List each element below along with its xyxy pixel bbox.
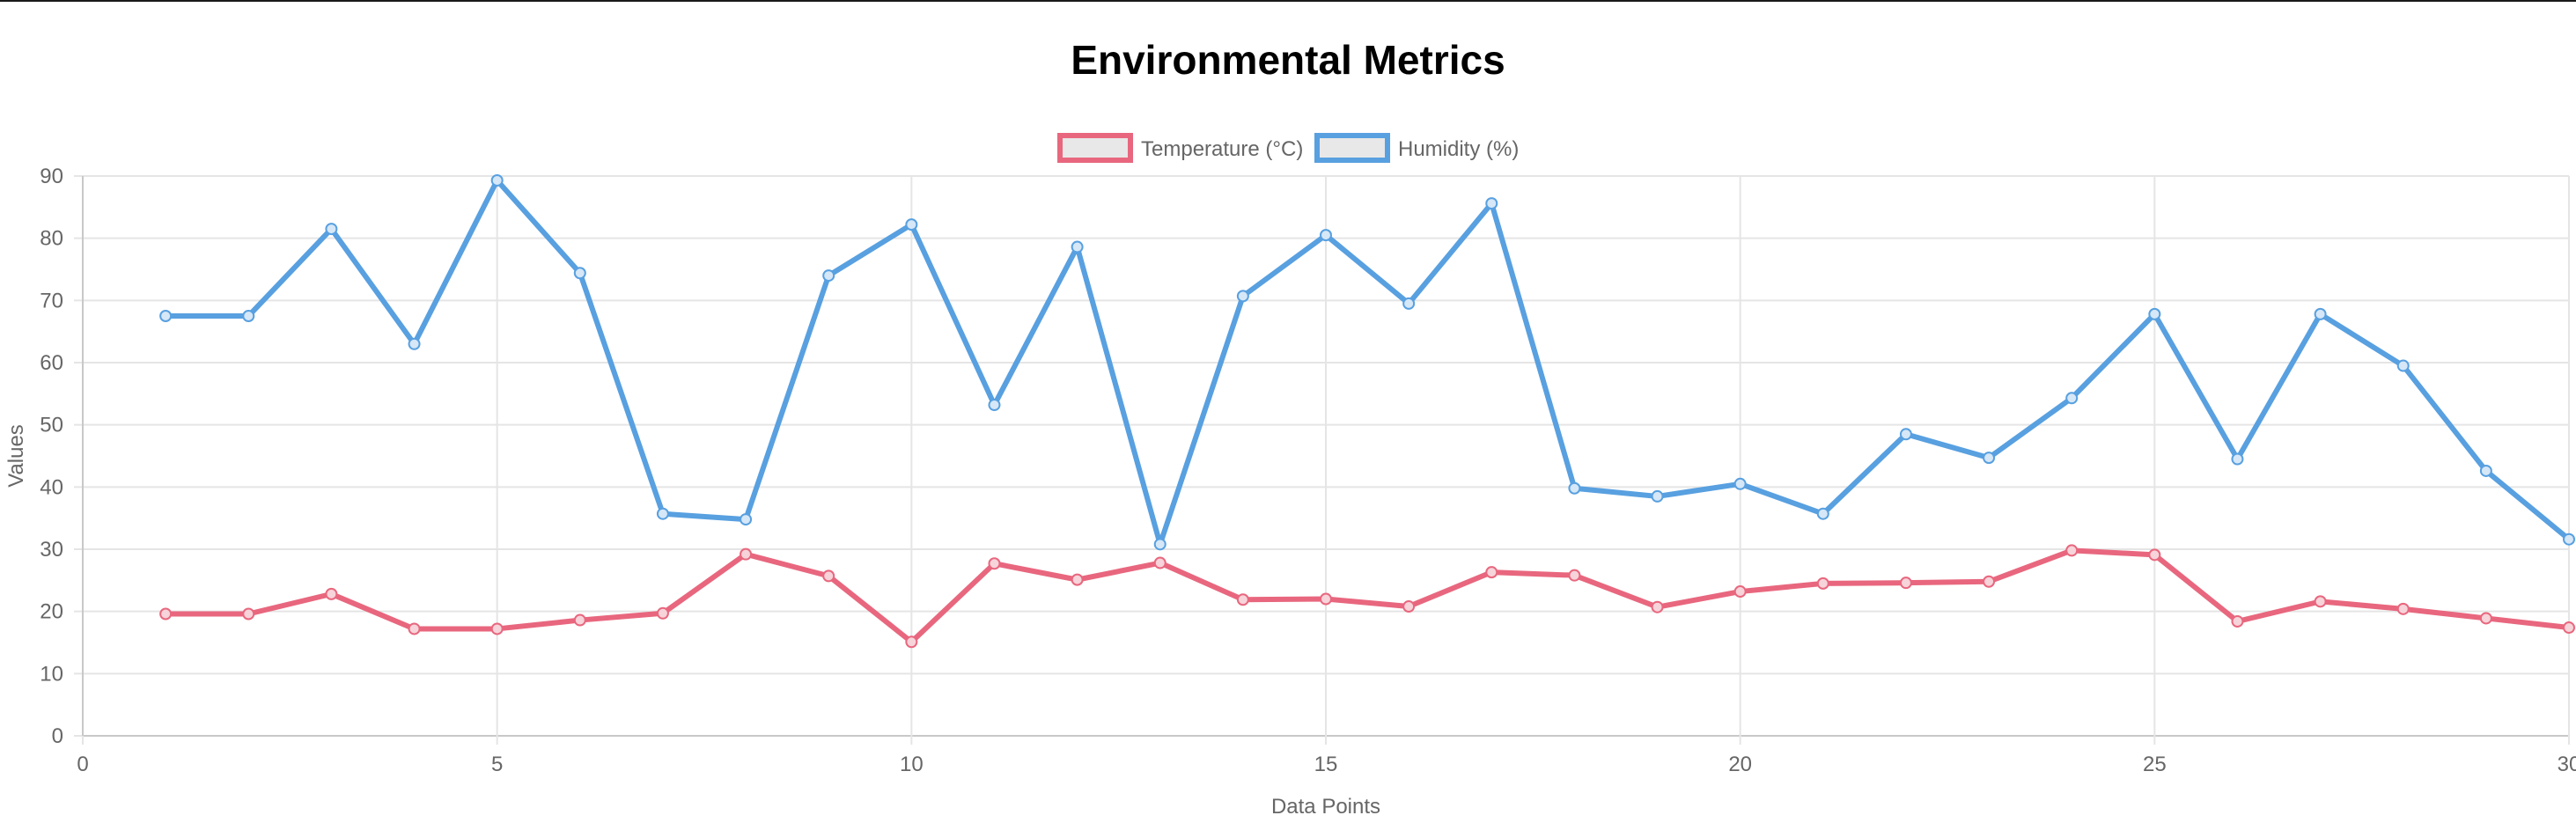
data-point	[2563, 533, 2575, 546]
data-point	[905, 218, 918, 231]
data-point	[408, 622, 421, 635]
y-tick-label: 70	[40, 289, 63, 312]
data-point	[656, 606, 669, 620]
data-point	[573, 267, 586, 280]
data-point	[490, 173, 504, 187]
x-tick-label: 5	[491, 753, 503, 776]
data-point	[490, 622, 504, 635]
data-point	[1236, 290, 1249, 303]
data-point	[1816, 577, 1829, 590]
legend-swatch	[1057, 133, 1133, 163]
y-tick-label: 0	[52, 724, 63, 748]
data-point	[822, 269, 835, 283]
data-point	[1733, 585, 1747, 599]
y-tick-label: 90	[40, 165, 63, 188]
data-point	[408, 337, 421, 350]
x-tick-label: 0	[77, 753, 88, 776]
data-point	[1402, 600, 1416, 613]
y-tick-label: 30	[40, 538, 63, 562]
data-point	[2314, 595, 2327, 608]
data-point	[242, 310, 255, 322]
data-point	[1651, 489, 1664, 503]
series-group	[159, 544, 2575, 649]
data-point	[2065, 544, 2079, 557]
legend: Temperature (°C) Humidity (%)	[1057, 133, 1519, 163]
data-point	[1402, 297, 1416, 310]
y-tick-label: 80	[40, 227, 63, 251]
x-tick-label: 20	[1728, 753, 1752, 776]
legend-label: Humidity (%)	[1398, 137, 1519, 161]
data-point	[2314, 307, 2327, 320]
series-line	[163, 547, 2572, 645]
data-point	[905, 635, 918, 649]
data-point	[1983, 575, 1996, 588]
data-point	[2148, 548, 2161, 562]
data-point	[159, 310, 173, 322]
series-line	[163, 177, 2572, 547]
data-point	[1651, 600, 1664, 613]
x-axis-label: Data Points	[1271, 795, 1380, 819]
data-point	[656, 507, 669, 520]
data-point	[1568, 481, 1581, 495]
data-point	[2479, 612, 2492, 625]
y-tick-label: 50	[40, 414, 63, 437]
data-point	[573, 613, 586, 627]
y-axis-label: Values	[4, 424, 28, 488]
data-point	[740, 513, 753, 526]
data-point	[2148, 307, 2161, 320]
y-tick-label: 10	[40, 662, 63, 686]
x-tick-label: 25	[2143, 753, 2167, 776]
data-point	[325, 587, 338, 600]
data-point	[1153, 556, 1167, 569]
data-point	[159, 607, 173, 621]
legend-item: Humidity (%)	[1314, 133, 1519, 163]
legend-label: Temperature (°C)	[1141, 137, 1303, 161]
data-point	[2231, 614, 2244, 628]
data-point	[740, 547, 753, 561]
data-point	[1485, 566, 1498, 579]
legend-item: Temperature (°C)	[1057, 133, 1303, 163]
data-point	[1983, 452, 1996, 465]
data-point	[988, 399, 1001, 412]
data-point	[2479, 464, 2492, 477]
data-point	[1071, 573, 1084, 586]
data-point	[988, 557, 1001, 570]
y-tick-label: 60	[40, 351, 63, 375]
data-point	[2563, 621, 2575, 635]
data-point	[1153, 538, 1167, 551]
data-point	[1320, 229, 1332, 242]
x-tick-label: 30	[2558, 753, 2576, 776]
y-tick-label: 20	[40, 600, 63, 624]
top-border	[0, 0, 2576, 2]
y-tick-label: 40	[40, 475, 63, 499]
chart-title: Environmental Metrics	[1071, 37, 1505, 83]
data-point	[325, 223, 338, 236]
data-point	[1816, 507, 1829, 520]
data-point	[1236, 593, 1249, 606]
data-point	[1485, 197, 1498, 210]
data-point	[2231, 452, 2244, 466]
data-point	[1733, 477, 1747, 490]
legend-swatch	[1314, 133, 1390, 163]
series-group	[159, 173, 2575, 551]
data-point	[2396, 602, 2410, 615]
data-point	[1071, 240, 1084, 253]
data-point	[2065, 392, 2079, 405]
grid-lines	[74, 175, 2570, 745]
x-tick-label: 15	[1314, 753, 1338, 776]
data-point	[242, 607, 255, 621]
data-point	[1568, 569, 1581, 582]
data-point	[1320, 592, 1332, 606]
series-layer	[159, 173, 2575, 649]
data-point	[1899, 577, 1912, 590]
data-point	[2396, 359, 2410, 372]
data-point	[1899, 428, 1912, 441]
data-point	[822, 569, 835, 583]
axes: 0 10 20 30 40 50 60 70 80 90 0 5 10 15 20 25 30	[40, 165, 2576, 776]
x-tick-label: 10	[900, 753, 924, 776]
